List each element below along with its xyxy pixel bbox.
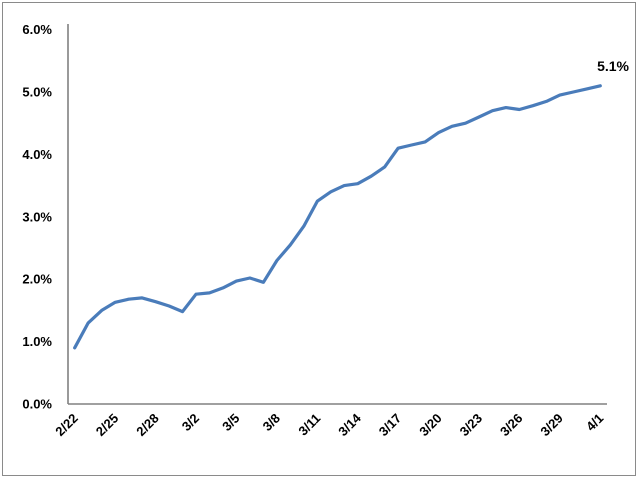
x-axis-tick-label: 3/17 bbox=[376, 411, 405, 440]
y-axis-tick-label: 3.0% bbox=[22, 209, 52, 224]
x-axis-tick-label: 2/25 bbox=[93, 411, 122, 440]
data-series-line bbox=[73, 84, 602, 350]
x-axis-tick-labels: 2/22 2/25 2/28 3/2 3/5 3/8 3/11 3/14 3/17 3/20 3/2… bbox=[52, 410, 606, 439]
x-axis-tick-label: 3/26 bbox=[497, 411, 526, 440]
last-point-data-label: 5.1% bbox=[597, 58, 629, 74]
y-axis-tick-label: 1.0% bbox=[22, 334, 52, 349]
x-axis-tick-label: 3/11 bbox=[295, 411, 323, 439]
x-axis-tick-label: 3/8 bbox=[260, 411, 283, 434]
x-axis-tick-label: 3/23 bbox=[457, 411, 486, 440]
x-axis-tick-label: 3/14 bbox=[335, 410, 364, 439]
x-axis-tick-label: 3/29 bbox=[537, 411, 566, 440]
y-axis-tick-labels: 0.0% 1.0% 2.0% 3.0% 4.0% 5.0% 6.0% bbox=[22, 22, 52, 411]
x-axis-tick-label: 3/5 bbox=[219, 411, 242, 434]
x-axis-tick-label: 2/22 bbox=[52, 411, 81, 440]
y-axis-tick-label: 2.0% bbox=[22, 272, 52, 287]
y-axis-tick-label: 5.0% bbox=[22, 85, 52, 100]
y-axis-tick-label: 6.0% bbox=[22, 22, 52, 37]
x-axis-tick-label: 2/28 bbox=[133, 411, 162, 440]
x-axis-tick-label: 3/2 bbox=[179, 411, 202, 434]
screenshot-border-frame bbox=[2, 2, 636, 476]
x-axis-tick-label: 3/20 bbox=[416, 411, 445, 440]
y-axis-tick-label: 0.0% bbox=[22, 397, 52, 412]
x-axis-tick-label: 4/1 bbox=[583, 411, 606, 434]
y-axis-tick-label: 4.0% bbox=[22, 147, 52, 162]
